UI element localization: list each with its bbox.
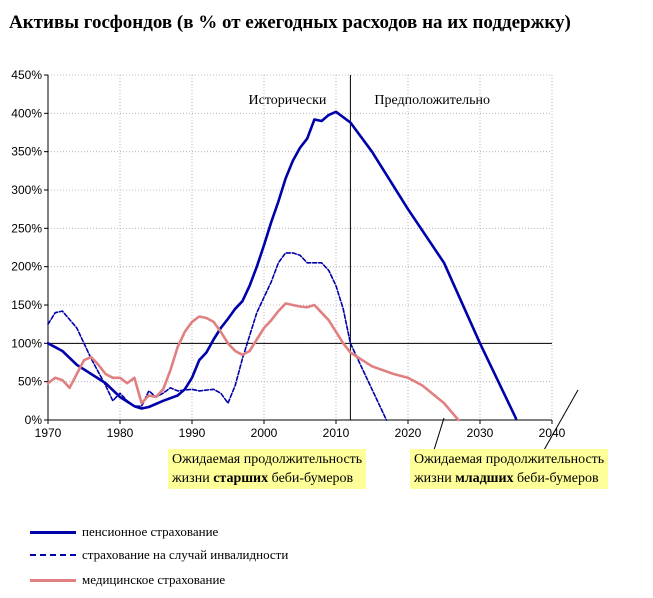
annotation-text: жизни (172, 471, 214, 486)
annotation-text: беби-бумеров (268, 471, 354, 486)
annotation-text: беби-бумеров (513, 471, 599, 486)
x-tick-label-2030: 2030 (467, 426, 494, 440)
annotation-text: младших (455, 471, 514, 486)
annotation-pointer-older (433, 417, 445, 451)
y-tick-label-150: 150% (11, 298, 42, 312)
legend-item-pension: пенсионное страхование (30, 524, 218, 540)
legend-swatch-medical (30, 578, 76, 582)
x-tick-label-2000: 2000 (251, 426, 278, 440)
x-tick-label-2010: 2010 (323, 426, 350, 440)
legend-swatch-disability (30, 554, 76, 556)
legend-item-medical: медицинское страхование (30, 572, 225, 588)
y-tick-label-300: 300% (11, 183, 42, 197)
annotation-older-boomers: Ожидаемая продолжительность жизни старших… (168, 449, 367, 489)
annotation-text: жизни (414, 471, 456, 486)
region-label-historical: Исторически (249, 93, 327, 108)
y-tick-label-350: 350% (11, 145, 42, 159)
y-tick-label-100: 100% (11, 336, 42, 350)
legend-label-medical: медицинское страхование (82, 572, 226, 587)
legend-label-disability: страхование на случай инвалидности (82, 547, 289, 562)
annotation-text: Ожидаемая продолжительность (414, 452, 605, 467)
x-tick-label-2020: 2020 (395, 426, 422, 440)
y-tick-label-450: 450% (11, 68, 42, 82)
y-tick-label-0: 0% (25, 413, 43, 427)
series-line-medical (46, 302, 460, 422)
annotation-text: старших (213, 471, 269, 486)
series-line-disability (47, 252, 388, 421)
legend-item-disability: страхование на случай инвалидности (30, 547, 288, 563)
y-tick-label-50: 50% (18, 375, 42, 389)
y-tick-label-400: 400% (11, 106, 42, 120)
y-tick-label-250: 250% (11, 221, 42, 235)
legend-swatch-pension (30, 530, 76, 534)
x-tick-label-1970: 1970 (35, 426, 62, 440)
x-tick-label-2040: 2040 (539, 426, 566, 440)
annotation-younger-boomers: Ожидаемая продолжительность жизни младших… (410, 449, 609, 489)
x-tick-label-1990: 1990 (179, 426, 206, 440)
y-tick-label-200: 200% (11, 260, 42, 274)
annotation-pointer-younger (543, 389, 579, 451)
legend-label-pension: пенсионное страхование (82, 524, 219, 539)
region-label-projected: Предположительно (374, 93, 490, 108)
annotation-text: Ожидаемая продолжительность (172, 452, 363, 467)
chart-title: Активы госфондов (в % от ежегодных расхо… (9, 12, 571, 33)
series-line-pension (46, 110, 518, 420)
x-tick-label-1980: 1980 (107, 426, 134, 440)
